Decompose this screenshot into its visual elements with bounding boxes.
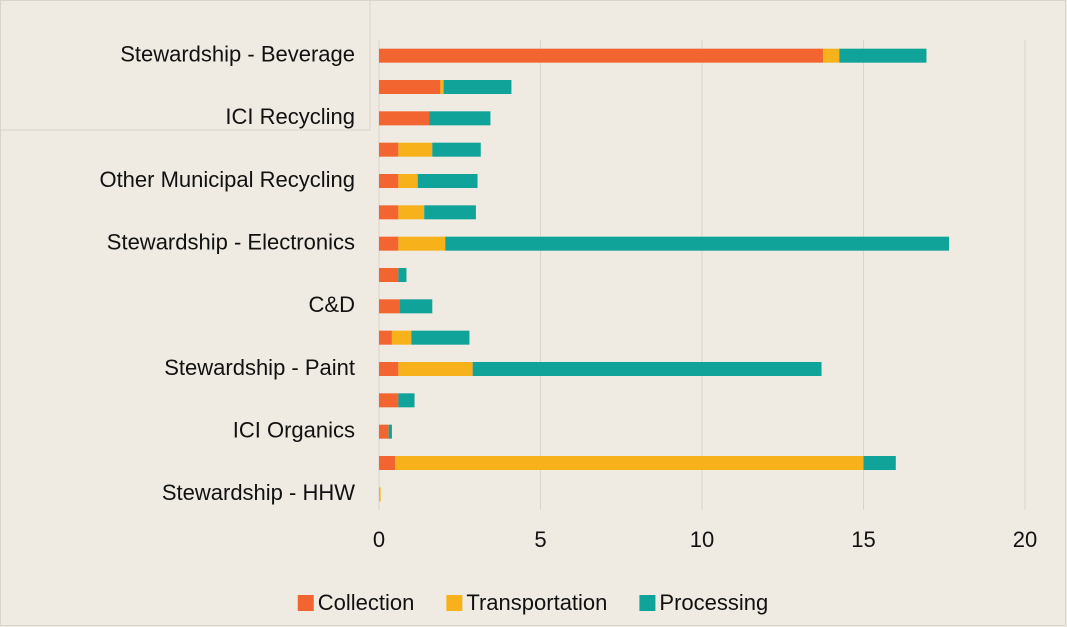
bar-segment — [379, 393, 399, 408]
bar-segment — [432, 142, 481, 157]
legend-label: Processing — [659, 590, 768, 615]
bar-segment — [379, 236, 399, 251]
bar-segment — [388, 424, 392, 439]
bar-segment — [379, 456, 396, 470]
x-tick-label: 20 — [1013, 527, 1037, 552]
legend-label: Transportation — [466, 590, 607, 615]
y-tick-label: Other Municipal Recycling — [99, 167, 355, 192]
bar-segment — [379, 48, 824, 63]
bar-segment — [398, 362, 473, 376]
bar-segment — [399, 299, 433, 314]
y-tick-label: ICI Organics — [233, 417, 355, 442]
bar-segment — [379, 362, 399, 376]
legend-swatch — [639, 595, 656, 611]
y-tick-label: Stewardship - Electronics — [107, 229, 355, 254]
legend-swatch — [297, 595, 314, 611]
bar-segment — [398, 268, 407, 282]
x-tick-label: 0 — [373, 527, 385, 552]
bar-segment — [379, 268, 399, 282]
x-tick-label: 15 — [851, 527, 875, 552]
bar-segment — [398, 205, 425, 220]
bar-segment — [445, 236, 950, 251]
bar-segment — [379, 80, 441, 94]
bar-segment — [424, 205, 476, 220]
y-tick-label: Stewardship - Paint — [164, 355, 355, 380]
bar-segment — [823, 48, 840, 63]
bar-segment — [863, 456, 896, 470]
bar-segment — [398, 236, 446, 251]
y-tick-label: Stewardship - HHW — [162, 480, 355, 505]
bar-segment — [417, 174, 478, 188]
bar-segment — [379, 205, 399, 220]
y-tick-label: C&D — [309, 292, 355, 317]
bar-segment — [440, 80, 444, 94]
bar-segment — [411, 330, 470, 345]
bar-segment — [379, 174, 399, 188]
bar-segment — [379, 142, 399, 157]
bar-segment — [472, 362, 822, 376]
bar-segment — [429, 111, 491, 126]
bar-segment — [395, 456, 864, 470]
bar-segment — [379, 487, 381, 502]
bar-segment — [839, 48, 927, 63]
x-tick-label: 10 — [690, 527, 714, 552]
y-tick-label: ICI Recycling — [225, 104, 355, 129]
bar-segment — [398, 393, 415, 408]
legend-label: Collection — [318, 590, 415, 615]
x-tick-label: 5 — [534, 527, 546, 552]
overlay-box — [0, 0, 371, 131]
bar-segment — [379, 330, 392, 345]
bar-segment — [398, 174, 418, 188]
bar-segment — [379, 111, 430, 126]
legend-swatch — [446, 595, 463, 611]
y-tick-label: Stewardship - Beverage — [120, 41, 355, 66]
bar-segment — [379, 299, 400, 314]
bar-segment — [391, 330, 412, 345]
bar-segment — [398, 142, 433, 157]
bar-segment — [443, 80, 512, 94]
bar-segment — [379, 424, 389, 439]
